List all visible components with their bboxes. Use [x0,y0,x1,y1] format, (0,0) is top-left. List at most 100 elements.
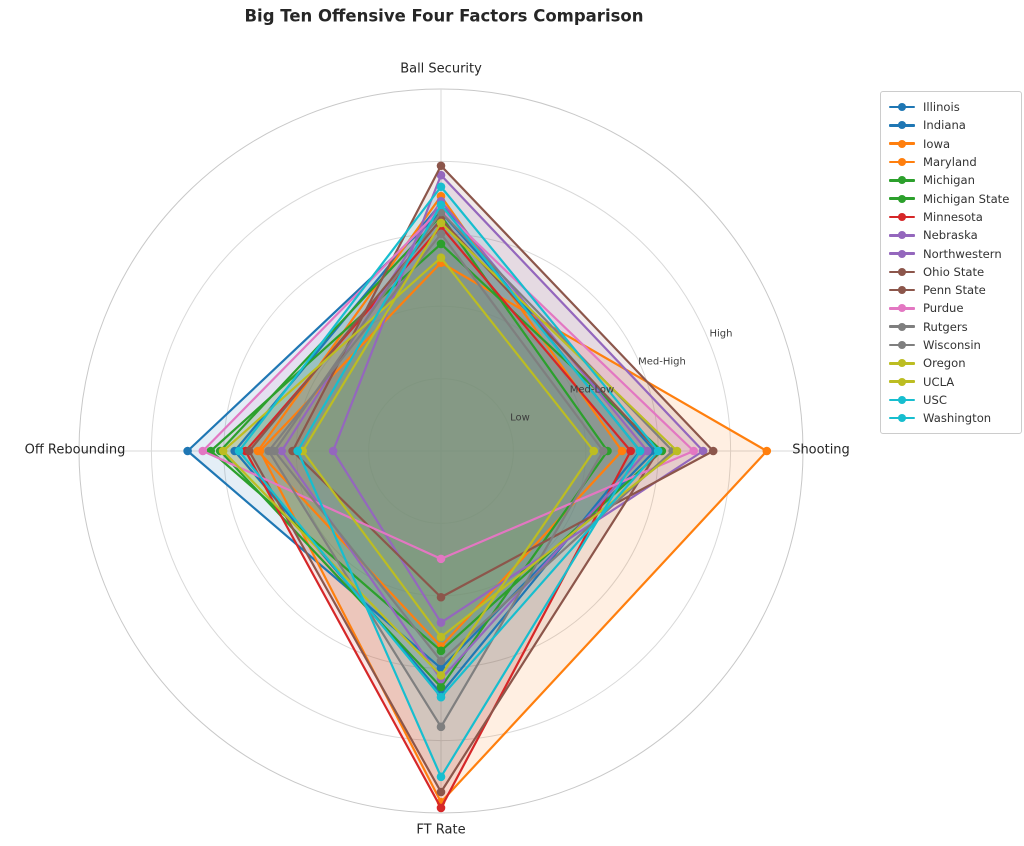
series-marker [436,692,446,702]
legend-dot-icon [898,414,906,423]
series-marker [277,446,287,456]
legend-line-marker-icon [889,304,915,313]
legend-item-iowa: Iowa [889,135,1013,153]
legend-dot-icon [898,249,906,258]
series-fill-purdue [202,208,694,559]
series-marker [436,239,446,249]
legend-label: Nebraska [923,228,978,243]
legend-line-marker-icon [889,322,915,331]
legend-line-marker-icon [889,194,915,203]
legend-item-minnesota: Minnesota [889,208,1013,226]
legend-dot-icon [898,231,906,240]
legend-item-penn-state: Penn State [889,281,1013,299]
legend-line-marker-icon [889,359,915,368]
series-marker [436,656,446,666]
series-marker [626,446,635,456]
axis-label-off-rebounding: Off Rebounding [24,442,126,458]
legend-label: Michigan [923,173,975,188]
series-marker [436,618,446,627]
series-marker [436,161,446,171]
series-marker [436,200,446,210]
legend-item-rutgers: Rutgers [889,318,1013,336]
legend-line-marker-icon [889,377,915,386]
legend-label: Ohio State [923,264,985,279]
series-fill-oregon [302,222,678,638]
legend-label: Michigan State [923,191,1010,206]
series-marker [436,722,446,732]
series-marker [436,229,446,239]
legend-dot-icon [898,395,906,404]
series-marker [617,446,627,456]
legend-item-ucla: UCLA [889,372,1013,390]
legend-dot-icon [898,377,906,386]
legend-item-illinois: Illinois [889,98,1013,116]
legend-item-ohio-state: Ohio State [889,263,1013,281]
legend-line-marker-icon [889,341,915,349]
series-marker [436,787,446,797]
series-marker [436,182,446,192]
ring-label-med-high: Med-High [638,356,686,368]
legend-line-marker-icon [889,231,915,240]
series-marker [762,446,772,456]
legend-item-usc: USC [889,391,1013,409]
series-marker [698,446,708,456]
series-marker [436,253,446,262]
axis-label-shooting: Shooting [792,442,850,458]
legend-item-wisconsin: Wisconsin [889,336,1013,354]
legend-line-marker-icon [889,176,915,185]
legend-dot-icon [898,212,906,221]
legend-item-michigan: Michigan [889,171,1013,189]
series-marker [598,446,608,456]
legend-item-nebraska: Nebraska [889,226,1013,244]
series-marker [635,446,645,456]
ring-label-high: High [709,328,733,340]
legend-label: Maryland [923,155,977,170]
series-marker [328,446,338,456]
series-fill-maryland [260,262,767,803]
series-marker [672,446,682,456]
series-marker [234,446,244,456]
legend-label: Wisconsin [923,338,981,352]
series-fill-washington [297,204,641,777]
axis-label-ft-rate: FT Rate [416,822,466,838]
series-marker [643,446,652,456]
legend-dot-icon [898,194,906,203]
legend-label: Illinois [923,100,960,115]
legend-label: Northwestern [923,246,1002,261]
legend-label: Indiana [923,118,966,133]
legend-dot-icon [898,322,906,331]
legend-item-washington: Washington [889,409,1013,427]
legend-item-northwestern: Northwestern [889,244,1013,262]
series-marker [436,682,446,692]
legend: Illinois Indiana Iowa Maryland Michigan Michi… [880,91,1022,435]
series-marker [244,446,254,456]
legend-dot-icon [898,341,906,349]
legend-dot-icon [898,139,906,148]
series-fill-minnesota [245,226,631,808]
legend-label: Penn State [923,283,986,298]
series-marker [270,446,279,456]
legend-dot-icon [898,176,906,185]
series-marker [255,446,265,456]
legend-line-marker-icon [889,286,915,295]
legend-line-marker-icon [889,103,915,112]
legend-dot-icon [898,121,906,130]
legend-line-marker-icon [889,139,915,148]
chart-title: Big Ten Offensive Four Factors Compariso… [244,6,644,26]
series-marker [436,170,446,180]
series-marker [689,446,698,456]
legend-line-marker-icon [889,249,915,258]
legend-dot-icon [898,286,906,295]
series-marker [653,446,663,456]
series-marker [436,554,446,564]
legend-dot-icon [898,103,906,112]
series-fill-iowa [257,196,622,647]
series-marker [436,803,446,813]
legend-label: Oregon [923,356,966,371]
series-marker [436,772,446,782]
series-marker [218,446,228,456]
series-marker [198,446,208,456]
axis-label-ball-security: Ball Security [400,61,482,77]
legend-line-marker-icon [889,158,915,167]
legend-dot-icon [898,359,906,368]
